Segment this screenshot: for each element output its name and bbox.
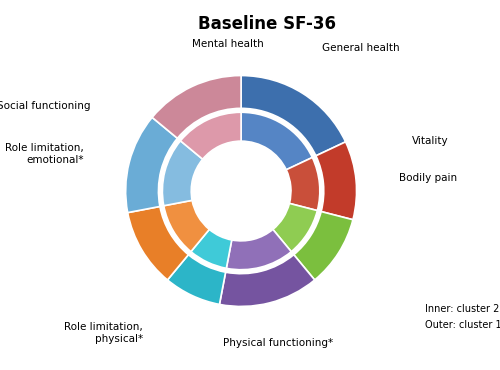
- Title: Baseline SF-36: Baseline SF-36: [198, 15, 336, 33]
- Text: Outer: cluster 1: Outer: cluster 1: [425, 320, 500, 330]
- Wedge shape: [286, 158, 320, 211]
- Text: Role limitation,
emotional*: Role limitation, emotional*: [5, 144, 84, 165]
- Text: Bodily pain: Bodily pain: [398, 173, 456, 183]
- Wedge shape: [220, 255, 314, 306]
- Wedge shape: [180, 112, 241, 159]
- Text: Role limitation,
physical*: Role limitation, physical*: [64, 322, 142, 344]
- Wedge shape: [226, 229, 292, 270]
- Wedge shape: [164, 200, 210, 252]
- Wedge shape: [294, 212, 353, 280]
- Wedge shape: [273, 204, 318, 252]
- Wedge shape: [162, 141, 202, 206]
- Text: Vitality: Vitality: [412, 136, 449, 146]
- Text: Inner: cluster 2: Inner: cluster 2: [425, 304, 499, 314]
- Wedge shape: [316, 142, 356, 220]
- Text: Social functioning: Social functioning: [0, 101, 90, 111]
- Wedge shape: [241, 75, 346, 156]
- Wedge shape: [241, 112, 312, 170]
- Text: General health: General health: [322, 43, 400, 53]
- Wedge shape: [128, 206, 188, 280]
- Text: Physical functioning*: Physical functioning*: [223, 338, 333, 348]
- Wedge shape: [126, 117, 178, 213]
- Wedge shape: [191, 229, 232, 268]
- Wedge shape: [152, 75, 241, 138]
- Wedge shape: [168, 255, 226, 305]
- Text: Mental health: Mental health: [192, 39, 264, 49]
